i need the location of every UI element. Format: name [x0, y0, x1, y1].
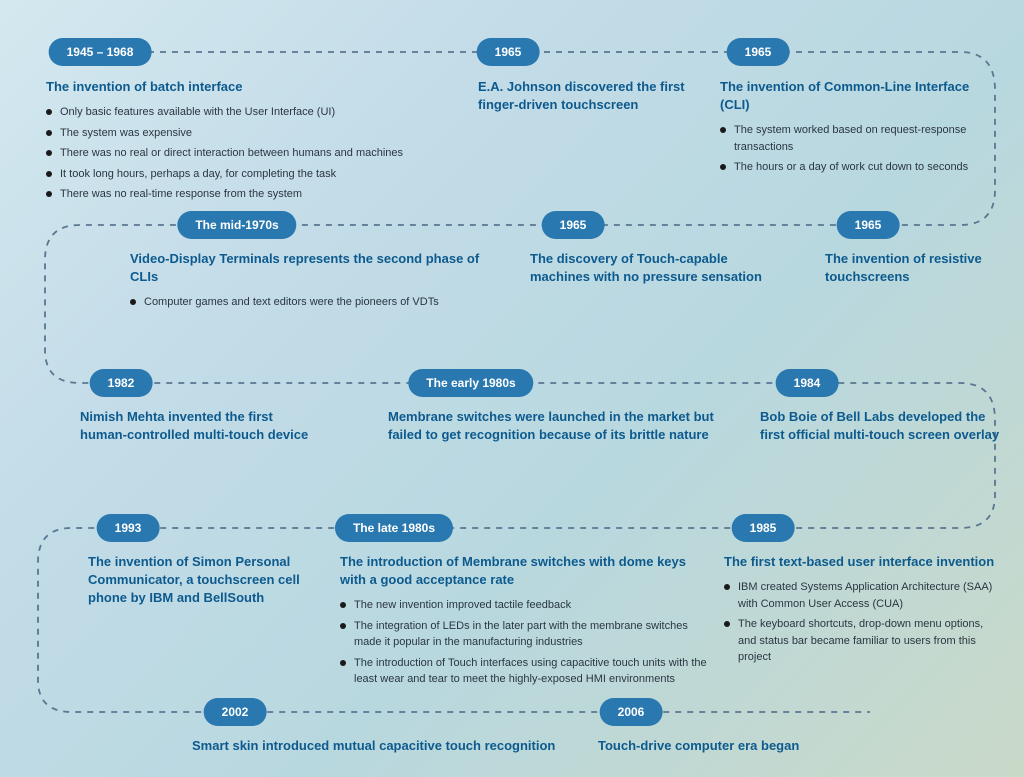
entry-bullet: There was no real or direct interaction …	[46, 145, 466, 162]
entry-bullets: IBM created Systems Application Architec…	[724, 579, 1004, 666]
timeline-badge: 1965	[542, 211, 605, 239]
entry-title: Membrane switches were launched in the m…	[388, 408, 738, 444]
timeline-badge: 1985	[732, 514, 795, 542]
entry-title: The invention of batch interface	[46, 78, 466, 96]
timeline-entry: The invention of Simon Personal Communic…	[88, 553, 313, 616]
timeline-entry: Smart skin introduced mutual capacitive …	[192, 737, 562, 763]
timeline-badge: The mid-1970s	[177, 211, 296, 239]
timeline-badge: The early 1980s	[408, 369, 533, 397]
entry-bullet: It took long hours, perhaps a day, for c…	[46, 166, 466, 183]
timeline-entry: Nimish Mehta invented the first human-co…	[80, 408, 320, 452]
entry-bullet: The keyboard shortcuts, drop-down menu o…	[724, 616, 1004, 666]
entry-title: Video-Display Terminals represents the s…	[130, 250, 510, 286]
entry-bullets: Computer games and text editors were the…	[130, 294, 510, 311]
timeline-entry: The invention of resistive touchscreens	[825, 250, 1015, 294]
timeline-badge: 2006	[600, 698, 663, 726]
timeline-badge: 1945 – 1968	[49, 38, 152, 66]
timeline-entry: The invention of Common-Line Interface (…	[720, 78, 1000, 180]
timeline-badge: The late 1980s	[335, 514, 453, 542]
entry-bullet: The integration of LEDs in the later par…	[340, 618, 710, 651]
timeline-entry: Video-Display Terminals represents the s…	[130, 250, 510, 315]
entry-bullet: The hours or a day of work cut down to s…	[720, 159, 1000, 176]
timeline-badge: 1965	[477, 38, 540, 66]
entry-bullet: Computer games and text editors were the…	[130, 294, 510, 311]
timeline-badge: 1965	[837, 211, 900, 239]
timeline-badge: 2002	[204, 698, 267, 726]
entry-title: Touch-drive computer era began	[598, 737, 858, 755]
entry-title: The first text-based user interface inve…	[724, 553, 1004, 571]
entry-bullet: Only basic features available with the U…	[46, 104, 466, 121]
entry-bullet: There was no real-time response from the…	[46, 186, 466, 203]
entry-title: Smart skin introduced mutual capacitive …	[192, 737, 562, 755]
entry-title: The invention of Simon Personal Communic…	[88, 553, 313, 608]
entry-bullets: The new invention improved tactile feedb…	[340, 597, 710, 688]
entry-title: The invention of resistive touchscreens	[825, 250, 1015, 286]
entry-title: Nimish Mehta invented the first human-co…	[80, 408, 320, 444]
timeline-badge: 1982	[90, 369, 153, 397]
timeline-badge: 1984	[776, 369, 839, 397]
entry-title: The invention of Common-Line Interface (…	[720, 78, 1000, 114]
timeline-badge: 1993	[97, 514, 160, 542]
entry-title: Bob Boie of Bell Labs developed the firs…	[760, 408, 1010, 444]
timeline-entry: The invention of batch interface Only bas…	[46, 78, 466, 207]
entry-bullets: Only basic features available with the U…	[46, 104, 466, 203]
timeline-entry: Bob Boie of Bell Labs developed the firs…	[760, 408, 1010, 452]
entry-bullet: IBM created Systems Application Architec…	[724, 579, 1004, 612]
timeline-entry: The introduction of Membrane switches wi…	[340, 553, 710, 692]
timeline-entry: Touch-drive computer era began	[598, 737, 858, 763]
entry-title: The introduction of Membrane switches wi…	[340, 553, 710, 589]
timeline-entry: The discovery of Touch-capable machines …	[530, 250, 790, 294]
timeline-entry: E.A. Johnson discovered the first finger…	[478, 78, 688, 122]
entry-bullet: The introduction of Touch interfaces usi…	[340, 655, 710, 688]
entry-bullet: The system worked based on request-respo…	[720, 122, 1000, 155]
entry-bullet: The system was expensive	[46, 125, 466, 142]
entry-title: E.A. Johnson discovered the first finger…	[478, 78, 688, 114]
entry-bullets: The system worked based on request-respo…	[720, 122, 1000, 176]
entry-bullet: The new invention improved tactile feedb…	[340, 597, 710, 614]
entry-title: The discovery of Touch-capable machines …	[530, 250, 790, 286]
timeline-entry: Membrane switches were launched in the m…	[388, 408, 738, 452]
timeline-badge: 1965	[727, 38, 790, 66]
timeline-entry: The first text-based user interface inve…	[724, 553, 1004, 670]
